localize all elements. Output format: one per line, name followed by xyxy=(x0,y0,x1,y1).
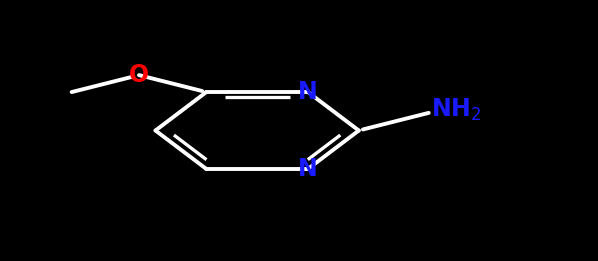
Text: N: N xyxy=(298,80,318,104)
Text: NH$_2$: NH$_2$ xyxy=(431,97,481,123)
Text: N: N xyxy=(298,157,318,181)
Text: O: O xyxy=(129,63,149,87)
